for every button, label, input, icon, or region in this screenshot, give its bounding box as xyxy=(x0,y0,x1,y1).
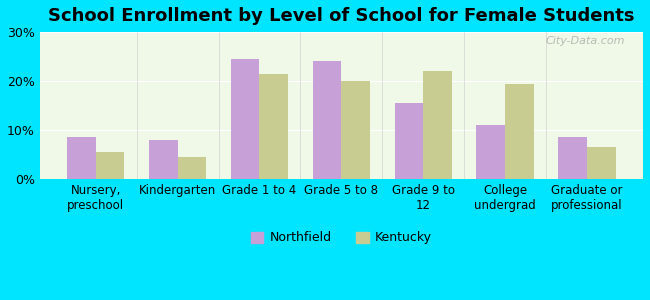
Bar xyxy=(231,59,259,179)
Bar xyxy=(149,140,177,179)
Title: School Enrollment by Level of School for Female Students: School Enrollment by Level of School for… xyxy=(48,7,634,25)
Bar xyxy=(177,157,206,179)
Bar xyxy=(96,152,124,179)
Bar xyxy=(313,61,341,179)
Bar xyxy=(395,103,423,179)
Bar xyxy=(67,137,96,179)
Bar xyxy=(558,137,587,179)
Bar xyxy=(341,81,370,179)
Text: City-Data.com: City-Data.com xyxy=(545,37,625,46)
Bar xyxy=(587,147,616,179)
Bar xyxy=(259,74,288,179)
Bar xyxy=(505,84,534,179)
Legend: Northfield, Kentucky: Northfield, Kentucky xyxy=(246,226,437,249)
Bar xyxy=(476,125,505,179)
Bar xyxy=(423,71,452,179)
